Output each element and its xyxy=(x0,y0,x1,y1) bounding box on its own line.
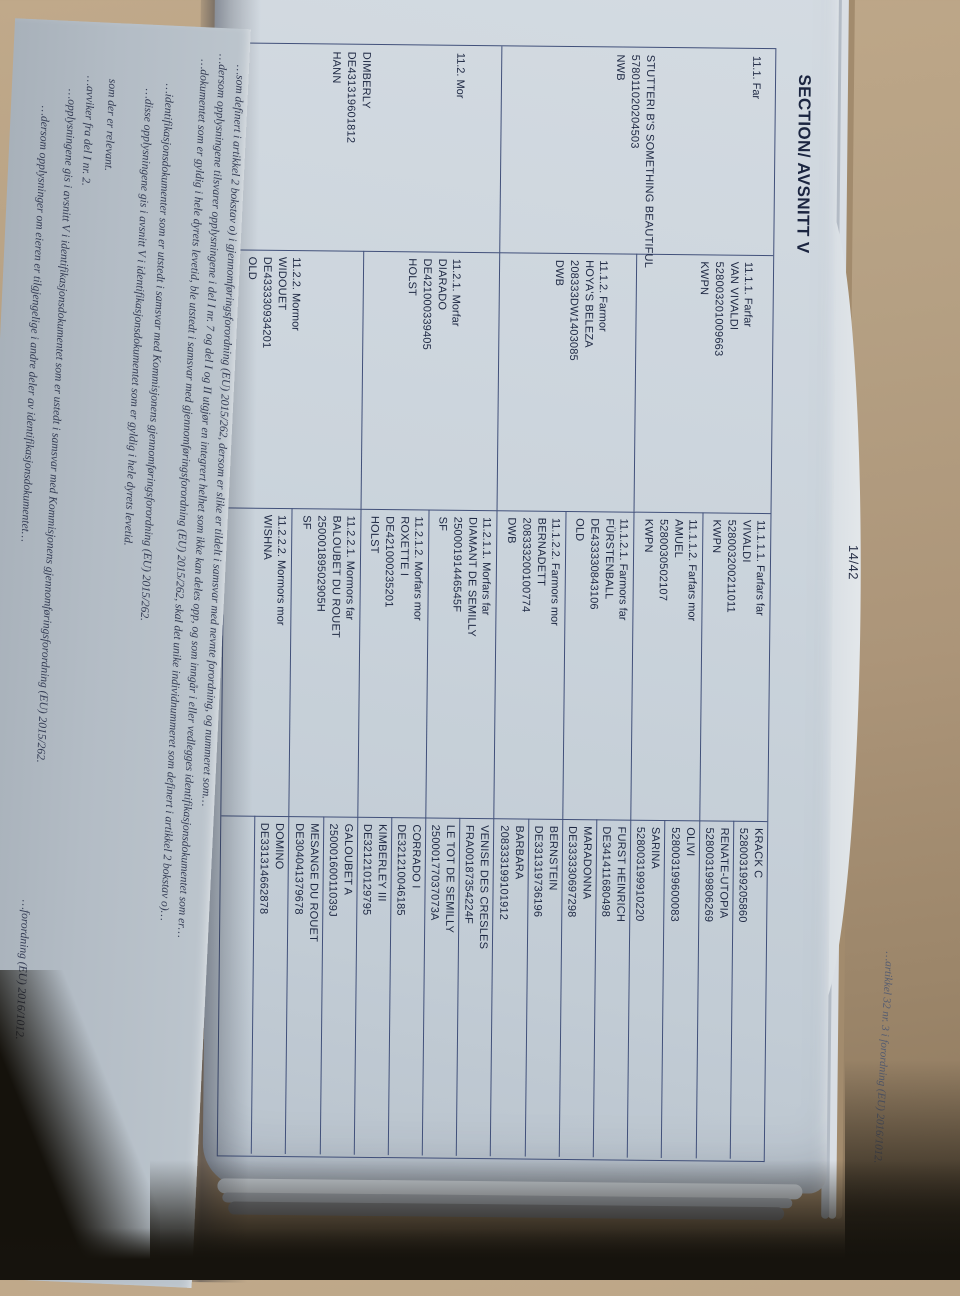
page-title: SECTION/ AVSNITT V xyxy=(793,74,815,254)
horse-breed: KWPN xyxy=(641,518,655,553)
horse-name: WISHNA xyxy=(261,514,274,561)
horse-number: 208333DW1403085 xyxy=(567,259,581,361)
horse-breed: HOLST xyxy=(406,258,419,297)
horse-number: 25000191446545F xyxy=(450,516,464,613)
pedigree-cell-farmor: 11.1.2. Farmor HOYA'S BELEZA 208333DW140… xyxy=(497,252,637,512)
pedigree-cell-farmors-mor: 11.1.2.2. Farmors mor BERNADETT 20833320… xyxy=(493,510,566,819)
horse-number: DE433330934201 xyxy=(259,256,273,349)
horse-name: FÜRSTENBALL xyxy=(602,518,616,600)
horse-name: DIARADO xyxy=(436,258,449,311)
horse-number: DE421000339405 xyxy=(420,258,434,351)
horse-number: 5280030502107 xyxy=(656,518,670,602)
pedigree-row-gen4: CORRADO I DE321210046185 xyxy=(387,817,426,1156)
pedigree-cell-mor: 11.2. Mor DIMBERLY DE431319601812 HANN xyxy=(227,43,502,252)
pedigree-column-gen1: 11.1. Far STUTTERI B'S SOMETHING BEAUTIF… xyxy=(227,43,776,269)
horse-name: STUTTERI B'S SOMETHING BEAUTIFUL xyxy=(642,54,657,269)
pedigree-cell-farfar: 11.1.1. Farfar VAN VIVALDI 5280032010096… xyxy=(633,253,774,514)
horse-number: 25000189502905H xyxy=(314,515,328,613)
pedigree-cell-far: 11.1. Far STUTTERI B'S SOMETHING BEAUTIF… xyxy=(499,46,776,269)
horse-name: BERNADETT xyxy=(534,517,548,587)
pedigree-row-gen4: LE TOT DE SEMILLY 25000177037073A xyxy=(421,817,460,1156)
page-number: 14/42 xyxy=(845,544,862,581)
cell-label: 11.1.1.1. Farfars far xyxy=(753,519,767,616)
shadow-area xyxy=(0,1228,960,1280)
pedigree-row-gen4: KRACK C 528003199205860 xyxy=(729,820,768,1160)
footnote-line: …avviker fra del I nr. 2. xyxy=(79,75,97,187)
pedigree-cell-farmors-far: 11.1.2.1. Farmors far FÜRSTENBALL DE4333… xyxy=(562,510,634,820)
cell-label: 11.2.1.1. Morfars far xyxy=(479,517,493,616)
pedigree-column-gen2: 11.1.1. Farfar VAN VIVALDI 5280032010096… xyxy=(224,249,774,515)
horse-breed: HOLST xyxy=(368,515,381,554)
pedigree-column-gen3: 11.1.1.1. Farfars far VIVALDI 5280032002… xyxy=(221,507,771,823)
horse-breed: SF xyxy=(436,516,449,532)
horse-name: WIDOUET xyxy=(275,256,288,311)
pedigree-cell-morfars-mor: 11.2.1.2. Morfars mor ROXETTE I DE421000… xyxy=(357,508,429,818)
cell-label: 11.1.1. Farfar xyxy=(741,261,755,328)
footnote-line: …dersom opplysninger om eieren er tilgje… xyxy=(18,105,52,543)
cell-label: 11.1. Far xyxy=(749,55,763,100)
horse-name: AMUEL xyxy=(671,519,685,559)
cell-label: 11.2.2. Mormor xyxy=(289,257,302,331)
pedigree-row-gen4: SARINA 528003199910220 xyxy=(627,819,665,1158)
pedigree-row-gen4: KIMBERLEY III DE321210129795 xyxy=(353,816,392,1156)
horse-breed: KWPN xyxy=(697,261,711,296)
horse-number: DE433330843106 xyxy=(587,518,601,610)
pedigree-row-gen4: MESANGE DU ROUET DE304041379678 xyxy=(285,816,323,1155)
pedigree-row-gen4: VENISE DES CRESLES FRA00187354224F xyxy=(456,817,494,1157)
cell-label: 11.2.2.2. Mormors mor xyxy=(274,514,288,626)
horse-name: VIVALDI xyxy=(739,519,753,563)
pedigree-cell-morfar: 11.2.1. Morfar DIARADO DE421000339405 HO… xyxy=(360,250,500,511)
pedigree-row-gen4: DOMINO DE331314662878 xyxy=(250,815,289,1155)
cell-label: 11.1.2.2. Farmors mor xyxy=(548,517,562,626)
horse-name: ROXETTE I xyxy=(397,516,411,577)
cell-label: 11.2.1.2. Morfars mor xyxy=(411,516,425,621)
pedigree-cell-mormors-far: 11.2.2.1. Mormors far BALOUBET DU ROUET … xyxy=(288,508,361,817)
horse-breed: KWPN xyxy=(710,519,723,554)
horse-name: LE TOT DE SEMILLY xyxy=(443,824,457,934)
cell-label: 11.2. Mor xyxy=(454,52,467,99)
cell-label: 11.2.1. Morfar xyxy=(449,258,463,327)
horse-number: DE421000235201 xyxy=(382,516,396,608)
horse-name: FURST HEINRICH xyxy=(614,826,628,923)
horse-breed: OLD xyxy=(573,518,586,542)
pedigree-row-gen4: FURST HEINRICH DE341411680498 xyxy=(592,819,631,1158)
pedigree-row-gen4: BERNSTEIN DE331319736196 xyxy=(524,818,563,1157)
pedigree-row-gen4: BARBARA 208333199101912 xyxy=(490,818,528,1157)
cell-label: 11.1.2. Farmor xyxy=(596,260,610,332)
horse-breed: DWB xyxy=(553,259,566,287)
pedigree-row-gen4: OLIVI 528003199600083 xyxy=(661,820,699,1159)
pedigree-cell-farfars-far: 11.1.1.1. Farfars far VIVALDI 5280032002… xyxy=(698,512,771,822)
horse-number: 208333200100774 xyxy=(519,517,533,613)
horse-name: VENISE DES CRESLES xyxy=(477,825,491,950)
horse-number: DE431319601812 xyxy=(344,51,358,144)
horse-number: 528003200211011 xyxy=(724,519,738,613)
pedigree-row-gen4: MARADONNA DE333330697298 xyxy=(558,818,597,1158)
horse-name: DIAMANT DE SEMILLY xyxy=(465,516,479,637)
pedigree-table: 11.1. Far STUTTERI B'S SOMETHING BEAUTIF… xyxy=(216,42,777,1163)
pedigree-row-gen4: RENATE-UTOPIA 528003199806269 xyxy=(695,820,734,1159)
horse-number: 528003201009663 xyxy=(712,261,726,357)
cell-label: 11.2.2.1. Mormors far xyxy=(343,515,357,621)
horse-name: BALOUBET DU ROUET xyxy=(328,515,343,638)
horse-breed: SF xyxy=(300,515,313,530)
pedigree-cell-farfars-mor: 11.1.1.2. Farfars mor AMUEL 528003050210… xyxy=(630,511,703,821)
footnote-line: som der er relevant. xyxy=(102,78,119,172)
horse-name: VAN VIVALDI xyxy=(727,261,741,331)
cell-label: 11.1.2.1. Farmors far xyxy=(616,518,630,621)
pedigree-column-gen4: KRACK C 528003199205860 RENATE-UTOPIA 52… xyxy=(218,815,768,1160)
cell-label: 11.1.1.2. Farfars mor xyxy=(685,519,699,622)
horse-name: DIMBERLY xyxy=(360,51,373,109)
horse-breed: HANN xyxy=(330,51,343,84)
pedigree-cell-morfars-far: 11.2.1.1. Morfars far DIAMANT DE SEMILLY… xyxy=(425,509,498,819)
pedigree-row-gen4: GALOUBET A 25000160011039J xyxy=(319,816,358,1155)
horse-breed: DWB xyxy=(505,517,518,544)
horse-name: HOYA'S BELEZA xyxy=(582,260,596,348)
horse-breed: NWB xyxy=(614,54,627,81)
